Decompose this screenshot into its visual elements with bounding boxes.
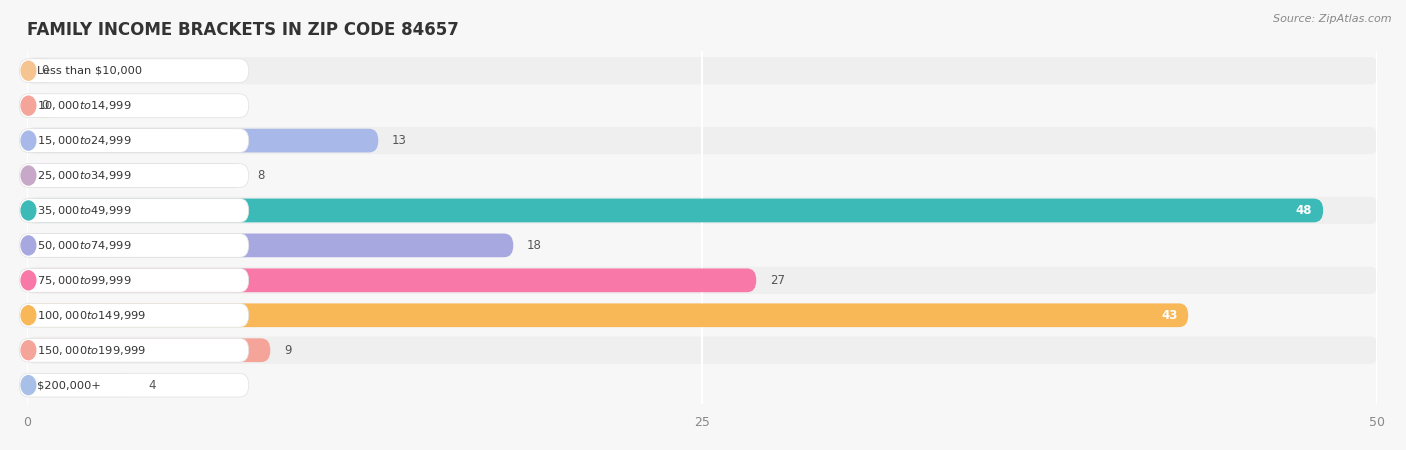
FancyBboxPatch shape: [27, 372, 1376, 399]
Text: 0: 0: [41, 99, 48, 112]
Text: $150,000 to $199,999: $150,000 to $199,999: [37, 344, 146, 357]
FancyBboxPatch shape: [27, 92, 1376, 119]
Circle shape: [21, 61, 35, 80]
Text: $100,000 to $149,999: $100,000 to $149,999: [37, 309, 146, 322]
FancyBboxPatch shape: [27, 338, 270, 362]
FancyBboxPatch shape: [27, 269, 756, 292]
FancyBboxPatch shape: [20, 164, 249, 187]
FancyBboxPatch shape: [20, 129, 249, 153]
FancyBboxPatch shape: [27, 162, 1376, 189]
FancyBboxPatch shape: [27, 197, 1376, 224]
FancyBboxPatch shape: [20, 59, 249, 83]
Circle shape: [21, 131, 35, 150]
FancyBboxPatch shape: [20, 303, 249, 327]
Circle shape: [21, 201, 35, 220]
Text: 48: 48: [1296, 204, 1312, 217]
Text: 43: 43: [1161, 309, 1177, 322]
Circle shape: [21, 236, 35, 255]
Text: 27: 27: [769, 274, 785, 287]
FancyBboxPatch shape: [27, 127, 1376, 154]
FancyBboxPatch shape: [27, 198, 1323, 222]
Text: $200,000+: $200,000+: [37, 380, 100, 390]
Text: $35,000 to $49,999: $35,000 to $49,999: [37, 204, 131, 217]
Text: 8: 8: [257, 169, 264, 182]
Circle shape: [21, 166, 35, 185]
FancyBboxPatch shape: [20, 338, 249, 362]
Circle shape: [21, 96, 35, 115]
Text: 18: 18: [527, 239, 541, 252]
Circle shape: [21, 376, 35, 395]
FancyBboxPatch shape: [27, 57, 1376, 84]
Text: Less than $10,000: Less than $10,000: [37, 66, 142, 76]
FancyBboxPatch shape: [27, 302, 1376, 329]
FancyBboxPatch shape: [20, 269, 249, 292]
Text: 13: 13: [392, 134, 406, 147]
FancyBboxPatch shape: [20, 94, 249, 117]
Text: $15,000 to $24,999: $15,000 to $24,999: [37, 134, 131, 147]
Text: $10,000 to $14,999: $10,000 to $14,999: [37, 99, 131, 112]
Text: 9: 9: [284, 344, 291, 357]
Circle shape: [21, 271, 35, 290]
FancyBboxPatch shape: [27, 337, 1376, 364]
Text: Source: ZipAtlas.com: Source: ZipAtlas.com: [1274, 14, 1392, 23]
FancyBboxPatch shape: [27, 373, 135, 397]
FancyBboxPatch shape: [20, 234, 249, 257]
FancyBboxPatch shape: [27, 129, 378, 153]
FancyBboxPatch shape: [27, 234, 513, 257]
FancyBboxPatch shape: [27, 232, 1376, 259]
FancyBboxPatch shape: [20, 198, 249, 222]
Text: 0: 0: [41, 64, 48, 77]
Text: $75,000 to $99,999: $75,000 to $99,999: [37, 274, 131, 287]
Text: FAMILY INCOME BRACKETS IN ZIP CODE 84657: FAMILY INCOME BRACKETS IN ZIP CODE 84657: [27, 21, 460, 39]
FancyBboxPatch shape: [27, 267, 1376, 294]
Text: 4: 4: [149, 378, 156, 392]
Text: $50,000 to $74,999: $50,000 to $74,999: [37, 239, 131, 252]
FancyBboxPatch shape: [27, 94, 55, 117]
FancyBboxPatch shape: [27, 164, 243, 187]
FancyBboxPatch shape: [27, 303, 1188, 327]
FancyBboxPatch shape: [20, 373, 249, 397]
Circle shape: [21, 341, 35, 360]
Circle shape: [21, 306, 35, 325]
FancyBboxPatch shape: [27, 59, 55, 83]
Text: $25,000 to $34,999: $25,000 to $34,999: [37, 169, 131, 182]
